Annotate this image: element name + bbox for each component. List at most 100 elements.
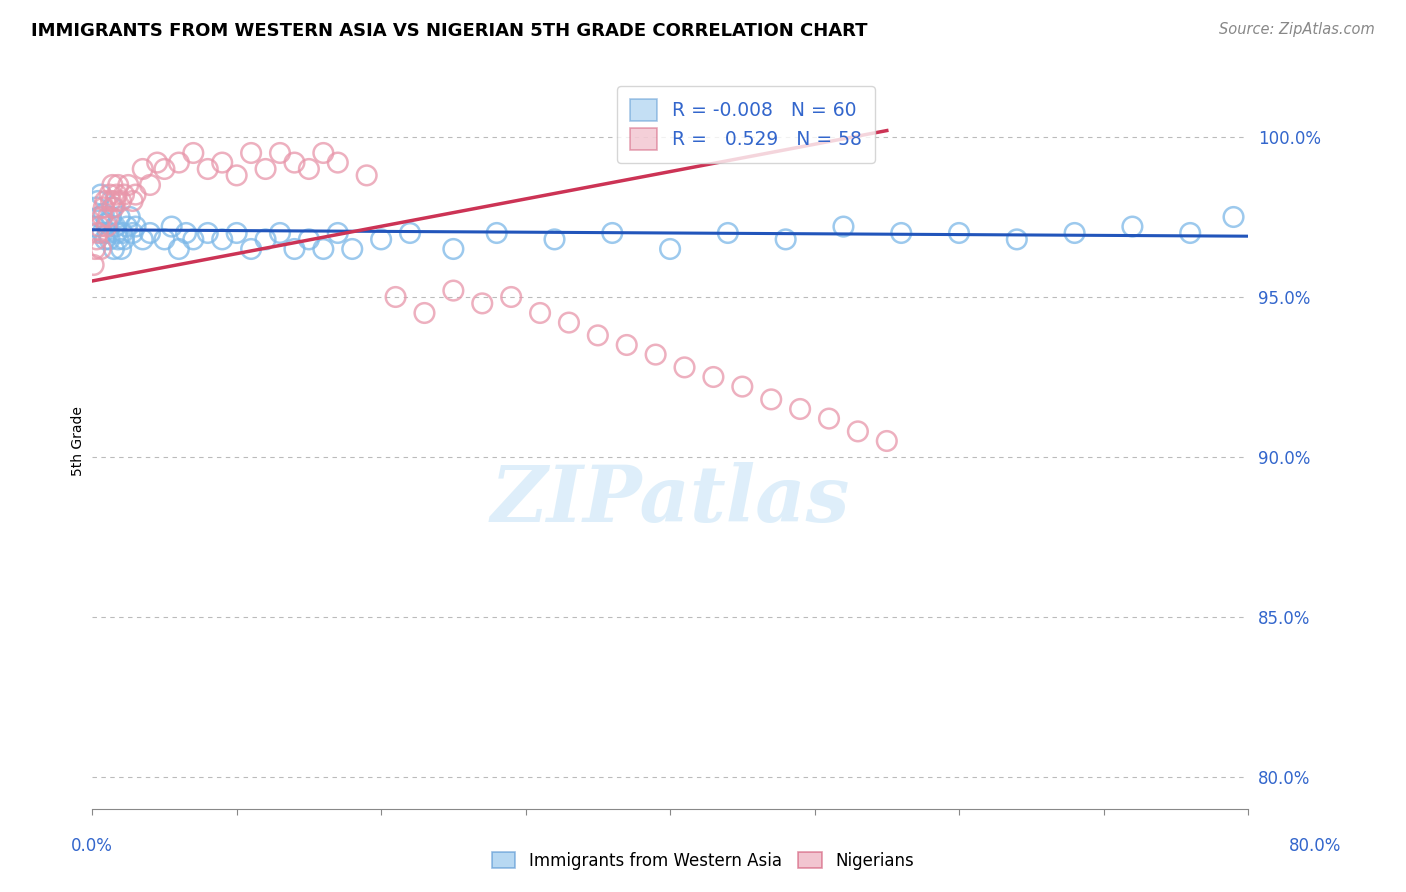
Point	[298, 232, 321, 246]
Legend: Immigrants from Western Asia, Nigerians: Immigrants from Western Asia, Nigerians	[485, 846, 921, 877]
Point	[107, 178, 129, 192]
Point	[105, 187, 128, 202]
Point	[702, 370, 724, 384]
Point	[312, 242, 335, 256]
Point	[167, 242, 190, 256]
Point	[1180, 226, 1202, 240]
Point	[167, 155, 190, 169]
Point	[342, 242, 364, 256]
Point	[356, 169, 378, 183]
Point	[84, 242, 107, 256]
Point	[1063, 226, 1085, 240]
Point	[501, 290, 523, 304]
Point	[441, 242, 464, 256]
Point	[211, 155, 233, 169]
Text: 0.0%: 0.0%	[70, 837, 112, 855]
Point	[659, 242, 682, 256]
Point	[441, 284, 464, 298]
Point	[298, 161, 321, 176]
Point	[132, 232, 155, 246]
Legend: R = -0.008   N = 60, R =   0.529   N = 58: R = -0.008 N = 60, R = 0.529 N = 58	[617, 86, 875, 163]
Point	[110, 242, 132, 256]
Point	[107, 232, 129, 246]
Point	[93, 200, 115, 214]
Point	[117, 178, 139, 192]
Point	[89, 219, 111, 234]
Point	[84, 219, 107, 234]
Point	[269, 226, 291, 240]
Point	[543, 232, 565, 246]
Point	[890, 226, 912, 240]
Point	[112, 232, 135, 246]
Point	[225, 169, 247, 183]
Text: Source: ZipAtlas.com: Source: ZipAtlas.com	[1219, 22, 1375, 37]
Point	[100, 194, 122, 208]
Point	[181, 146, 204, 161]
Point	[485, 226, 508, 240]
Point	[86, 200, 108, 214]
Point	[211, 232, 233, 246]
Point	[283, 242, 305, 256]
Point	[225, 226, 247, 240]
Point	[731, 379, 754, 393]
Point	[96, 219, 118, 234]
Point	[101, 200, 124, 214]
Point	[717, 226, 740, 240]
Point	[197, 226, 219, 240]
Point	[254, 232, 277, 246]
Point	[761, 392, 783, 407]
Point	[153, 232, 176, 246]
Text: IMMIGRANTS FROM WESTERN ASIA VS NIGERIAN 5TH GRADE CORRELATION CHART: IMMIGRANTS FROM WESTERN ASIA VS NIGERIAN…	[31, 22, 868, 40]
Point	[105, 226, 128, 240]
Point	[87, 194, 110, 208]
Point	[673, 360, 696, 375]
Point	[89, 210, 111, 224]
Point	[197, 161, 219, 176]
Point	[312, 146, 335, 161]
Point	[83, 258, 105, 272]
Point	[471, 296, 494, 310]
Point	[644, 348, 666, 362]
Point	[93, 207, 115, 221]
Point	[104, 219, 127, 234]
Point	[90, 187, 112, 202]
Point	[846, 425, 869, 439]
Text: ZIPatlas: ZIPatlas	[491, 462, 849, 538]
Point	[91, 226, 114, 240]
Point	[948, 226, 970, 240]
Point	[254, 161, 277, 176]
Point	[413, 306, 436, 320]
Point	[98, 232, 121, 246]
Point	[97, 226, 120, 240]
Point	[399, 226, 422, 240]
Point	[876, 434, 898, 448]
Point	[818, 411, 841, 425]
Point	[112, 187, 135, 202]
Point	[124, 187, 146, 202]
Point	[160, 219, 183, 234]
Point	[832, 219, 855, 234]
Point	[104, 194, 127, 208]
Point	[139, 178, 162, 192]
Point	[118, 210, 141, 224]
Y-axis label: 5th Grade: 5th Grade	[72, 406, 86, 476]
Point	[115, 219, 138, 234]
Point	[1121, 219, 1143, 234]
Point	[384, 290, 406, 304]
Point	[103, 200, 125, 214]
Point	[121, 194, 143, 208]
Point	[616, 338, 638, 352]
Point	[97, 210, 120, 224]
Point	[111, 226, 134, 240]
Point	[240, 146, 263, 161]
Point	[775, 232, 797, 246]
Point	[108, 210, 131, 224]
Point	[529, 306, 551, 320]
Point	[283, 155, 305, 169]
Text: 80.0%: 80.0%	[1288, 837, 1341, 855]
Point	[100, 210, 122, 224]
Point	[91, 210, 114, 224]
Point	[94, 232, 117, 246]
Point	[94, 194, 117, 208]
Point	[789, 402, 811, 417]
